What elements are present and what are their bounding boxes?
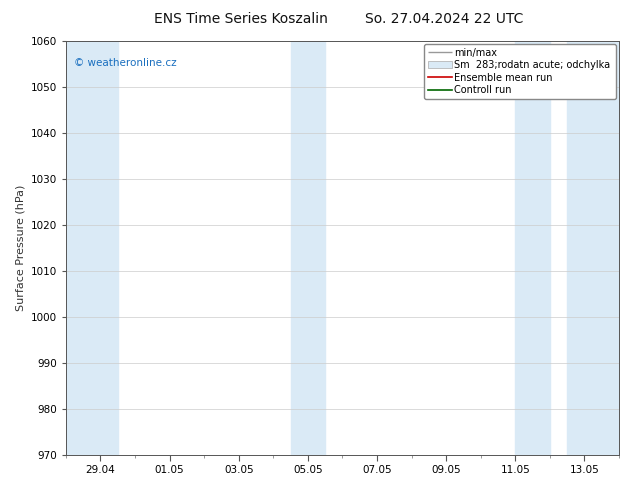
Y-axis label: Surface Pressure (hPa): Surface Pressure (hPa) (15, 185, 25, 311)
Bar (290, 41, 325, 455)
Legend: min/max, Sm  283;rodatn acute; odchylka, Ensemble mean run, Controll run: min/max, Sm 283;rodatn acute; odchylka, … (424, 44, 616, 99)
Text: So. 27.04.2024 22 UTC: So. 27.04.2024 22 UTC (365, 12, 523, 26)
Bar (66, 41, 118, 455)
Text: © weatheronline.cz: © weatheronline.cz (74, 58, 177, 68)
Text: ENS Time Series Koszalin: ENS Time Series Koszalin (154, 12, 328, 26)
Bar (515, 41, 550, 455)
Bar (567, 41, 619, 455)
